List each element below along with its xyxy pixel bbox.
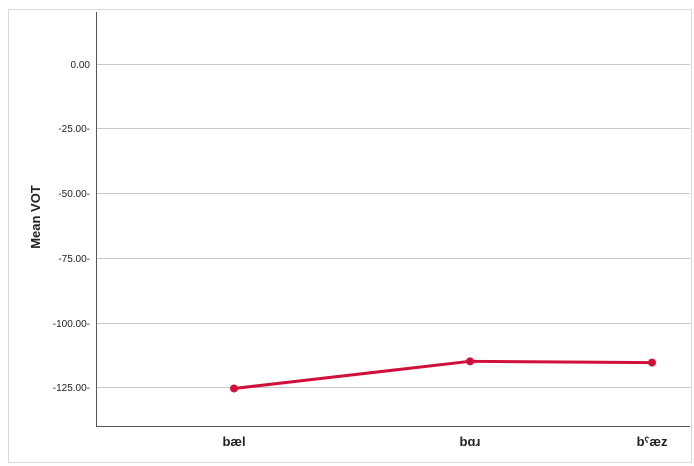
y-tick-label: -100.00- [53,319,90,330]
y-tick-labels: 0.00 -25.00- -50.00- -75.00- -100.00- -125.00… [53,60,91,394]
y-tick-label: -75.00- [58,254,90,265]
x-tick-label: bɑɹ [460,434,481,449]
y-tick-label: -50.00- [58,189,90,200]
y-axis-title: Mean VOT [28,185,43,249]
y-tick-label: 0.00 [71,60,91,71]
outer-border [8,9,692,463]
gridlines [96,64,690,388]
x-tick-labels: bæl bɑɹ bˤæz [222,434,668,449]
y-tick-label: -25.00- [58,124,90,135]
data-point [648,358,656,367]
data-point [230,384,238,393]
y-tick-label: -125.00- [53,383,90,394]
series [230,357,656,393]
data-point [466,357,474,366]
axes [96,12,690,427]
x-tick-label: bæl [222,434,245,449]
x-tick-label: bˤæz [637,434,668,449]
